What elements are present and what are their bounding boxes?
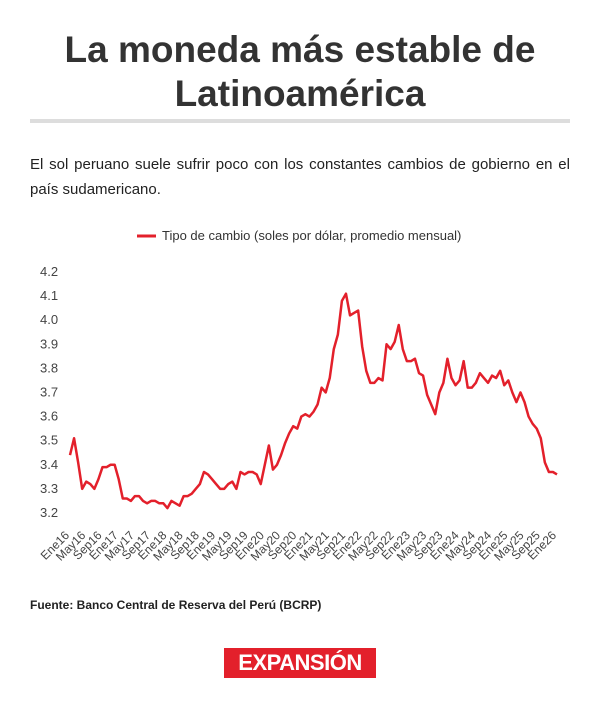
y-tick-label: 3.6 xyxy=(40,409,58,424)
y-tick-label: 4.1 xyxy=(40,288,58,303)
y-tick-label: 3.9 xyxy=(40,336,58,351)
divider xyxy=(30,119,570,123)
y-tick-label: 4.0 xyxy=(40,312,58,327)
logo: EXPANSIÓN xyxy=(224,648,376,678)
y-tick-label: 3.8 xyxy=(40,360,58,375)
legend-label: Tipo de cambio (soles por dólar, promedi… xyxy=(162,228,461,243)
source: Fuente: Banco Central de Reserva del Per… xyxy=(30,598,322,612)
y-tick-label: 3.7 xyxy=(40,384,58,399)
chart-title: La moneda más estable de Latinoamérica xyxy=(64,29,536,114)
y-tick-label: 3.3 xyxy=(40,481,58,496)
y-tick-label: 3.2 xyxy=(40,505,58,520)
y-tick-label: 3.4 xyxy=(40,457,58,472)
chart: Tipo de cambio (soles por dólar, promedi… xyxy=(38,228,560,564)
subtitle: El sol peruano suele sufrir poco con los… xyxy=(30,156,570,198)
data-line xyxy=(68,292,558,510)
y-tick-label: 3.5 xyxy=(40,433,58,448)
y-tick-label: 4.2 xyxy=(40,264,58,279)
